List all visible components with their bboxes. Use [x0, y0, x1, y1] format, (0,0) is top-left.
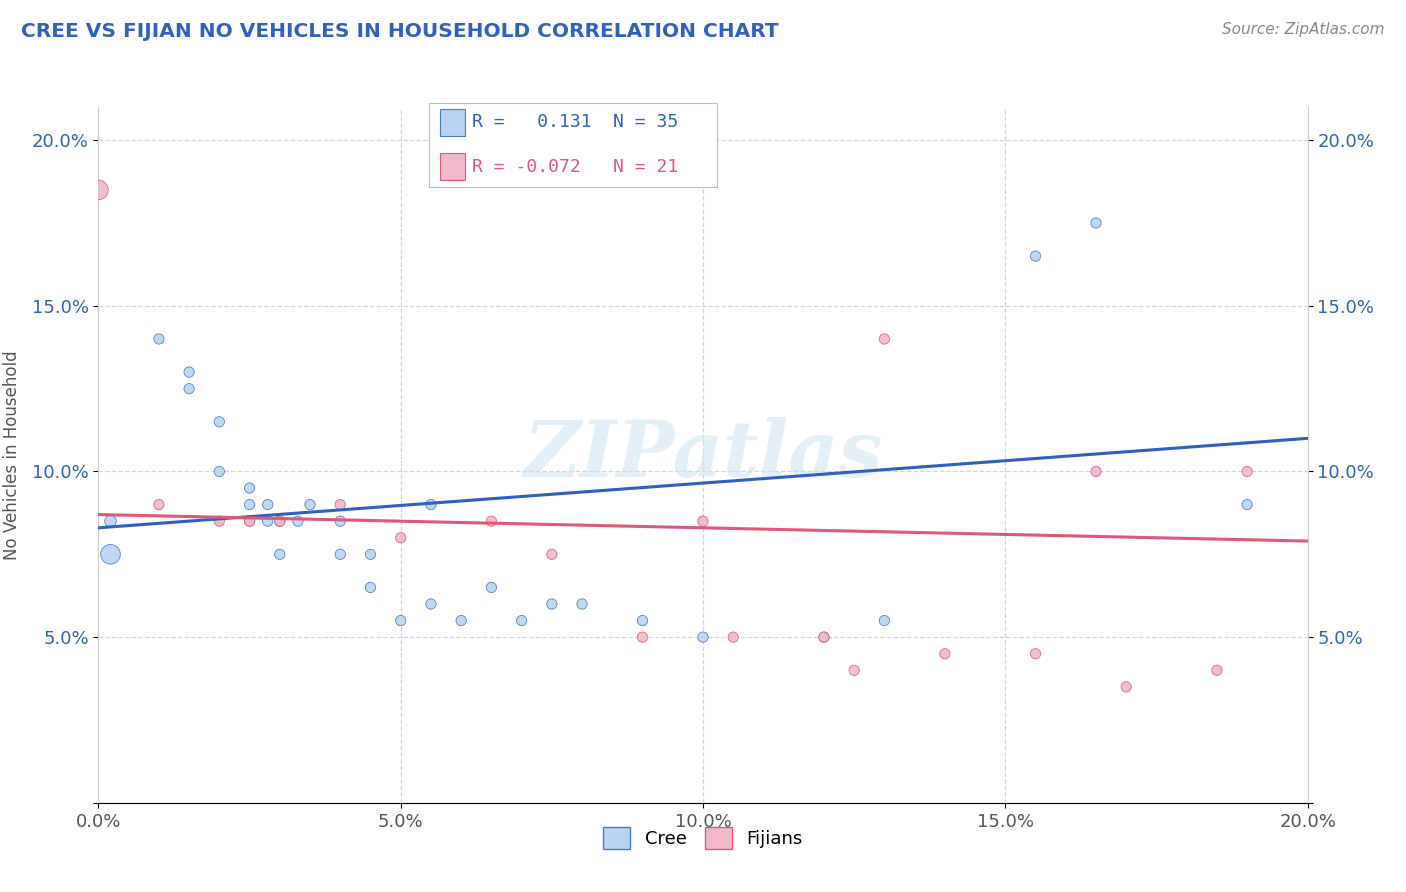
Text: R = -0.072: R = -0.072: [472, 158, 581, 176]
Point: [100, 547, 122, 561]
Point: [873, 332, 896, 346]
Point: [389, 614, 412, 628]
Point: [1085, 465, 1108, 479]
Point: [510, 614, 533, 628]
Point: [1024, 647, 1046, 661]
Y-axis label: No Vehicles in Household: No Vehicles in Household: [3, 350, 21, 560]
Point: [179, 365, 201, 379]
Point: [1115, 680, 1137, 694]
Point: [540, 547, 562, 561]
Text: R =   0.131: R = 0.131: [472, 113, 592, 131]
Point: [540, 597, 562, 611]
Point: [148, 498, 170, 512]
Point: [287, 514, 309, 528]
Text: ZIPatlas: ZIPatlas: [523, 417, 883, 493]
Point: [148, 332, 170, 346]
Point: [208, 465, 231, 479]
Point: [239, 514, 262, 528]
Point: [481, 514, 503, 528]
Legend: Cree, Fijians: Cree, Fijians: [596, 820, 810, 856]
Point: [87, 183, 110, 197]
Point: [179, 382, 201, 396]
Point: [299, 498, 322, 512]
Point: [239, 498, 262, 512]
Point: [813, 630, 835, 644]
Point: [256, 498, 278, 512]
Point: [450, 614, 472, 628]
Point: [256, 514, 278, 528]
Point: [389, 531, 412, 545]
Text: CREE VS FIJIAN NO VEHICLES IN HOUSEHOLD CORRELATION CHART: CREE VS FIJIAN NO VEHICLES IN HOUSEHOLD …: [21, 22, 779, 41]
Point: [208, 514, 231, 528]
Point: [329, 547, 352, 561]
Point: [571, 597, 593, 611]
Point: [269, 514, 291, 528]
Point: [420, 597, 443, 611]
Point: [239, 481, 262, 495]
Point: [692, 514, 714, 528]
Text: Source: ZipAtlas.com: Source: ZipAtlas.com: [1222, 22, 1385, 37]
Point: [239, 514, 262, 528]
Point: [631, 614, 654, 628]
Point: [692, 630, 714, 644]
Point: [1236, 465, 1258, 479]
Point: [360, 581, 382, 595]
Point: [420, 498, 443, 512]
Point: [934, 647, 956, 661]
Point: [813, 630, 835, 644]
Text: N = 21: N = 21: [613, 158, 678, 176]
Point: [100, 514, 122, 528]
Point: [873, 614, 896, 628]
Point: [723, 630, 745, 644]
Point: [1236, 498, 1258, 512]
Point: [208, 415, 231, 429]
Point: [844, 663, 866, 677]
Text: N = 35: N = 35: [613, 113, 678, 131]
Point: [269, 514, 291, 528]
Point: [269, 547, 291, 561]
Point: [1206, 663, 1229, 677]
Point: [329, 514, 352, 528]
Point: [631, 630, 654, 644]
Point: [1085, 216, 1108, 230]
Point: [481, 581, 503, 595]
Point: [329, 498, 352, 512]
Point: [1024, 249, 1046, 263]
Point: [360, 547, 382, 561]
